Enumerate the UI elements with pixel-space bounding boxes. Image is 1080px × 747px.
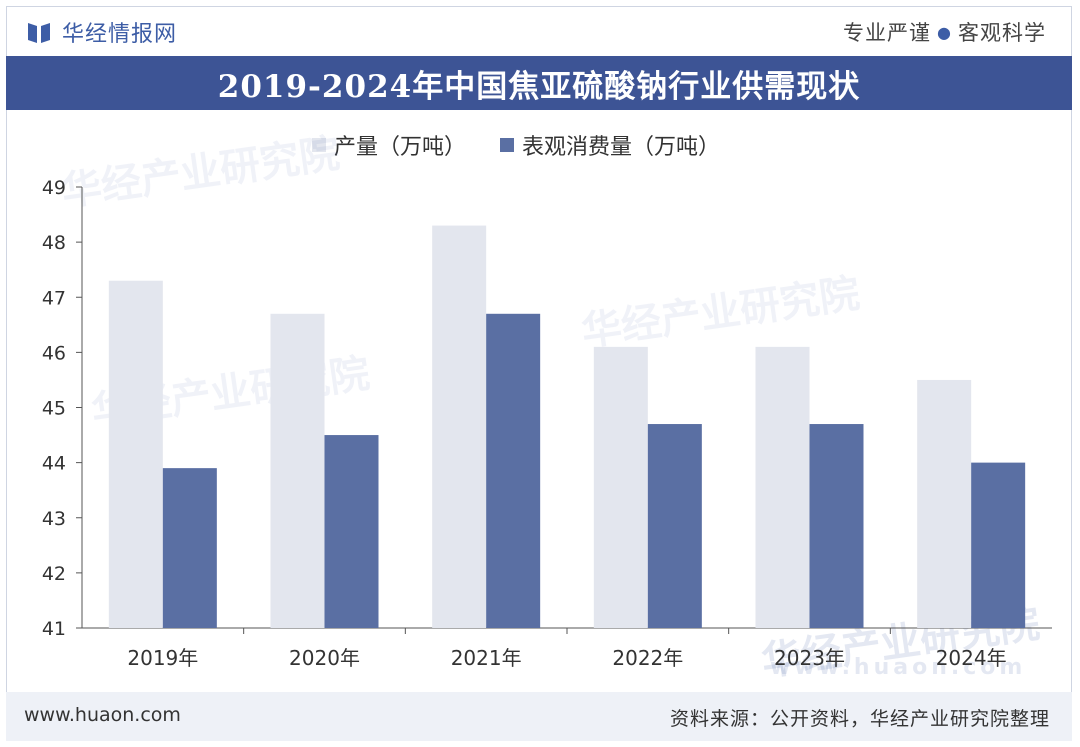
book-logo-icon (28, 23, 50, 43)
bar-consumption-0 (162, 468, 217, 628)
bar-production-5 (917, 379, 972, 628)
slogan: 专业严谨 ● 客观科学 (843, 14, 1046, 50)
legend-item-production: 产量（万吨） (312, 129, 466, 161)
chart-title: 2019-2024年中国焦亚硫酸钠行业供需现状 (217, 68, 861, 105)
legend: 产量（万吨） 表观消费量（万吨） (312, 128, 720, 162)
x-tick-label-3: 2022年 (612, 646, 683, 670)
x-tick-label-2: 2021年 (451, 646, 522, 670)
bar-production-3 (593, 346, 648, 628)
legend-label-production: 产量（万吨） (334, 135, 467, 160)
y-tick-label-3: 44 (42, 453, 66, 475)
bar-production-4 (755, 346, 810, 628)
bar-consumption-1 (324, 435, 379, 628)
bar-consumption-4 (809, 424, 864, 628)
x-tick-label-1: 2020年 (289, 646, 360, 670)
bar-production-0 (108, 280, 163, 628)
brand-name: 华经情报网 (62, 22, 178, 47)
y-tick-label-2: 43 (42, 508, 66, 530)
bar-production-1 (270, 313, 325, 628)
legend-swatch-consumption (500, 138, 515, 152)
legend-item-consumption: 表观消费量（万吨） (500, 129, 720, 161)
y-tick-label-0: 41 (42, 618, 66, 640)
bullet-dot-icon: ● (937, 22, 952, 42)
bar-consumption-5 (971, 462, 1026, 628)
y-tick-label-1: 42 (42, 563, 66, 585)
y-tick-label-8: 49 (42, 177, 66, 199)
x-tick-label-5: 2024年 (936, 646, 1007, 670)
bar-consumption-2 (486, 313, 541, 628)
footer: www.huaon.com 资料来源：公开资料，华经产业研究院整理 (6, 692, 1072, 741)
y-tick-label-6: 47 (42, 287, 66, 309)
y-tick-label-7: 48 (42, 232, 66, 254)
y-tick-label-5: 46 (42, 342, 66, 364)
legend-swatch-production (312, 138, 326, 152)
bar-production-2 (432, 225, 487, 628)
x-tick-label-4: 2023年 (774, 646, 845, 670)
slogan-left: 专业严谨 (843, 21, 932, 45)
slogan-right: 客观科学 (958, 21, 1046, 45)
title-bar: 2019-2024年中国焦亚硫酸钠行业供需现状 (6, 56, 1072, 110)
brand: 华经情报网 (26, 14, 177, 50)
footer-source: 资料来源：公开资料，华经产业研究院整理 (669, 708, 1050, 730)
x-tick-label-0: 2019年 (127, 646, 198, 670)
footer-url[interactable]: www.huaon.com (24, 704, 181, 726)
legend-label-consumption: 表观消费量（万吨） (522, 135, 721, 160)
y-tick-label-4: 45 (42, 398, 66, 420)
bar-consumption-3 (647, 424, 702, 628)
